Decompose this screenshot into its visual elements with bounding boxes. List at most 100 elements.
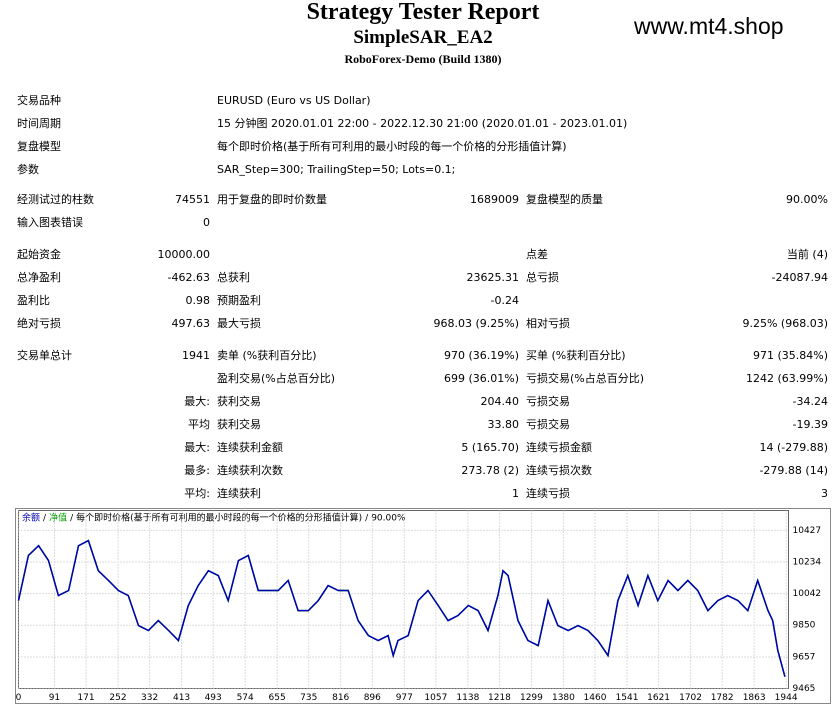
stat-label: 连续获利 [217,487,261,500]
stat-label: 亏损交易 [526,395,570,408]
x-tick-label: 1299 [520,693,543,703]
x-tick-label: 977 [396,693,413,703]
stat-value: 204.40 [480,395,520,408]
stat-value: 699 (36.01%) [443,372,519,385]
y-tick-label: 9850 [793,621,816,631]
stat-value: 5 (165.70) [461,441,519,454]
x-tick-label: 0 [16,693,22,703]
stat-value: 当前 (4) [786,248,828,261]
stat-label: 连续获利金额 [217,441,283,454]
stat-value: 1689009 [470,193,519,206]
stat-label: 交易单总计 [17,349,72,362]
stat-label: 连续亏损次数 [526,464,592,477]
info-value: EURUSD (Euro vs US Dollar) [217,94,371,107]
stat-label: 输入图表错误 [17,216,83,229]
stat-value: 最多: [184,464,210,477]
x-tick-label: 1702 [679,693,702,703]
stat-value: 23625.31 [466,271,520,284]
stat-label: 盈利比 [17,294,50,307]
stat-value: 平均 [188,418,210,431]
info-value: SAR_Step=300; TrailingStep=50; Lots=0.1; [217,163,456,176]
stat-label: 获利交易 [217,395,261,408]
legend-entry: 净值 [49,512,67,524]
stat-value: 最大: [184,441,210,454]
stat-label: 连续获利次数 [217,464,283,477]
x-tick-label: 1541 [616,693,639,703]
x-tick-label: 252 [109,693,126,703]
stat-value: 1941 [182,349,210,362]
info-value: 15 分钟图 2020.01.01 22:00 - 2022.12.30 21:… [217,117,628,130]
stat-label: 总亏损 [526,271,559,284]
x-tick-label: 171 [77,693,94,703]
info-label: 交易品种 [17,94,61,107]
stat-label: 总净盈利 [17,271,61,284]
legend-entry: 余额 [22,512,40,524]
x-tick-label: 413 [173,693,190,703]
stat-label: 最大亏损 [217,317,261,330]
plot-area [18,510,789,689]
info-label: 复盘模型 [17,140,61,153]
x-tick-label: 1782 [711,693,734,703]
stat-label: 买单 (%获利百分比) [526,349,626,362]
stat-label: 预期盈利 [217,294,261,307]
x-tick-label: 332 [141,693,158,703]
stat-value: 497.63 [171,317,211,330]
stat-value: -462.63 [167,271,210,284]
stat-label: 相对亏损 [526,317,570,330]
stat-label: 绝对亏损 [17,317,61,330]
legend-separator: / [43,514,47,524]
series-line [17,539,786,677]
stat-value: -279.88 (14) [759,464,828,477]
y-tick-label: 9465 [793,684,816,694]
stat-value: 0.98 [185,294,211,307]
stat-label: 起始资金 [17,248,61,261]
x-tick-label: 574 [237,693,254,703]
stat-label: 盈利交易(%占总百分比) [217,372,336,385]
y-tick-label: 10427 [793,526,822,536]
x-tick-label: 1944 [775,693,798,703]
x-tick-label: 1460 [584,693,607,703]
stat-label: 获利交易 [217,418,261,431]
stat-value: 273.78 (2) [461,464,519,477]
stat-value: -34.24 [792,395,828,408]
stat-value: 14 (-279.88) [759,441,828,454]
stat-label: 复盘模型的质量 [526,193,603,206]
stat-label: 亏损交易 [526,418,570,431]
stat-value: -0.24 [490,294,519,307]
x-tick-label: 1218 [488,693,511,703]
stat-value: 3 [821,487,828,500]
stat-value: 33.80 [487,418,520,431]
info-value: 每个即时价格(基于所有可利用的最小时段的每一个价格的分形插值计算) [217,140,567,153]
x-tick-label: 493 [205,693,222,703]
stat-label: 连续亏损 [526,487,570,500]
info-label: 时间周期 [17,117,61,130]
stat-label: 卖单 (%获利百分比) [217,349,317,362]
watermark: www.mt4.shop [634,13,784,39]
stat-value: 970 (36.19%) [443,349,519,362]
stat-value: 最大: [184,395,210,408]
stat-value: 1242 (63.99%) [745,372,828,385]
broker-name: RoboForex-Demo (Build 1380) [344,52,502,66]
x-tick-label: 1621 [647,693,670,703]
info-label: 参数 [17,163,39,176]
stat-value: 971 (35.84%) [752,349,828,362]
stat-label: 经测试过的柱数 [17,193,94,206]
stat-value: 0 [203,216,210,229]
x-tick-label: 91 [49,693,60,703]
stat-label: 连续亏损金额 [526,441,592,454]
stat-value: 968.03 (9.25%) [433,317,519,330]
legend-note: 90.00% [371,514,406,524]
stat-value: 74551 [175,193,210,206]
stat-value: 90.00% [786,193,828,206]
x-tick-label: 816 [332,693,349,703]
stat-value: -24087.94 [771,271,828,284]
stat-value: 9.25% (968.03) [742,317,828,330]
stat-label: 总获利 [217,271,250,284]
stat-value: 平均: [184,487,210,500]
legend-separator: / [70,514,74,524]
balance-chart: 余额 / 净值 / 每个即时价格(基于所有可利用的最小时段的每一个价格的分形插值计算) /… [15,508,831,704]
report-subtitle: SimpleSAR_EA2 [353,27,493,48]
stat-label: 用于复盘的即时价数量 [217,193,327,206]
legend-note: 每个即时价格(基于所有可利用的最小时段的每一个价格的分形插值计算) [76,512,362,524]
